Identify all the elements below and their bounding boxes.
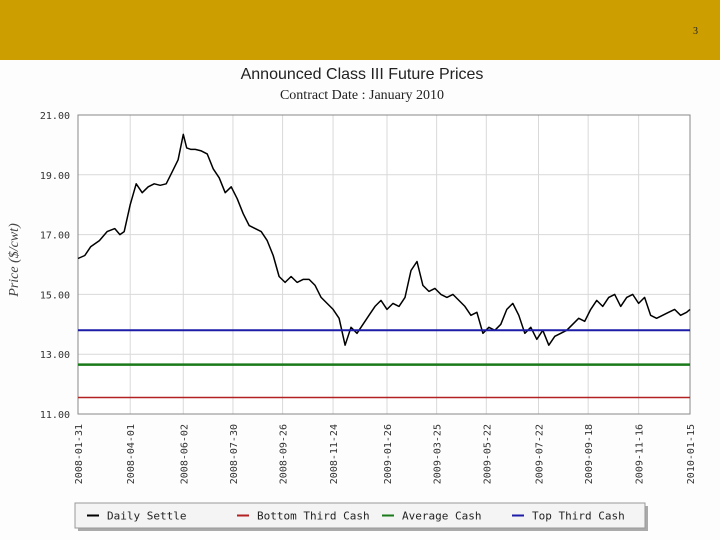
legend-label: Bottom Third Cash — [257, 510, 370, 523]
y-tick-label: 19.00 — [40, 171, 70, 182]
x-tick-label: 2009-11-16 — [635, 424, 646, 484]
x-tick-label: 2008-01-31 — [74, 424, 85, 484]
x-tick-label: 2008-07-30 — [229, 424, 240, 484]
y-tick-label: 15.00 — [40, 290, 70, 301]
series-line-daily-settle — [77, 133, 691, 346]
y-tick-label: 13.00 — [40, 350, 70, 361]
chart-title: Announced Class III Future Prices — [241, 66, 484, 83]
legend-label: Average Cash — [402, 510, 481, 523]
x-tick-label: 2008-04-01 — [126, 424, 137, 484]
legend-box — [74, 502, 646, 529]
x-tick-label: 2008-06-02 — [179, 424, 190, 484]
y-tick-label: 11.00 — [40, 410, 70, 421]
x-tick-label: 2009-01-26 — [383, 424, 394, 484]
plot-area: 21.00 19.00 17.00 15.00 13.00 11.00 2008-01-31… — [40, 111, 697, 484]
x-tick-label: 2008-11-24 — [329, 424, 340, 484]
chart: Announced Class III Future Prices Contra… — [7, 66, 697, 531]
legend-label: Daily Settle — [107, 510, 186, 523]
x-tick-label: 2009-05-22 — [482, 424, 493, 484]
plot-frame — [77, 114, 691, 415]
x-tick-label: 2010-01-15 — [686, 424, 697, 484]
y-axis-label: Price ($/cwt) — [7, 223, 22, 298]
y-tick-label: 17.00 — [40, 231, 70, 242]
x-tick-label: 2009-07-22 — [534, 424, 545, 484]
x-tick-label: 2009-03-25 — [433, 424, 444, 484]
x-tick-label: 2009-09-18 — [584, 424, 595, 484]
legend-label: Top Third Cash — [532, 510, 625, 523]
y-tick-label: 21.00 — [40, 111, 70, 122]
slide-number: 3 — [693, 26, 698, 37]
header-bar: 3 — [0, 0, 720, 60]
plot-background — [78, 115, 690, 414]
legend: Daily Settle Bottom Third Cash Average Cas… — [74, 502, 648, 531]
x-tick-label: 2008-09-26 — [279, 424, 290, 484]
chart-subtitle: Contract Date : January 2010 — [280, 88, 444, 103]
